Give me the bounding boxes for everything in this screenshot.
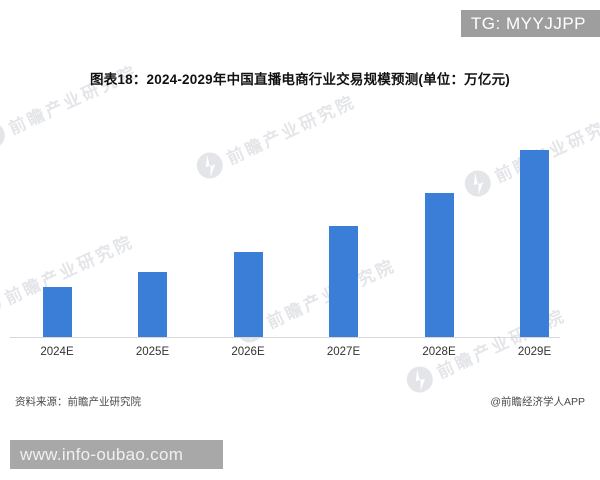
x-tick-label-2029E: 2029E <box>517 346 552 358</box>
tg-badge: TG: MYYJJPP <box>460 10 600 37</box>
x-tick-label-2025E: 2025E <box>135 346 170 358</box>
chart-title: 图表18：2024-2029年中国直播电商行业交易规模预测(单位：万亿元) <box>90 72 510 87</box>
credit-note: @前瞻经济学人APP <box>490 396 585 408</box>
x-tick-label-2027E: 2027E <box>326 346 361 358</box>
bar-2024E <box>42 287 72 338</box>
x-tick-label-2024E: 2024E <box>40 346 74 358</box>
x-tick-label-2026E: 2026E <box>231 346 265 358</box>
bar-2026E <box>233 252 263 338</box>
bar-2025E <box>138 272 167 338</box>
x-axis-line <box>10 337 560 338</box>
bar-2029E <box>520 150 549 338</box>
source-note: 资料来源：前瞻产业研究院 <box>15 396 141 408</box>
bar-2027E <box>329 226 358 338</box>
bar-2028E <box>424 193 454 338</box>
x-tick-label-2028E: 2028E <box>422 346 456 358</box>
url-watermark-bar: www.info-oubao.com <box>10 440 223 469</box>
